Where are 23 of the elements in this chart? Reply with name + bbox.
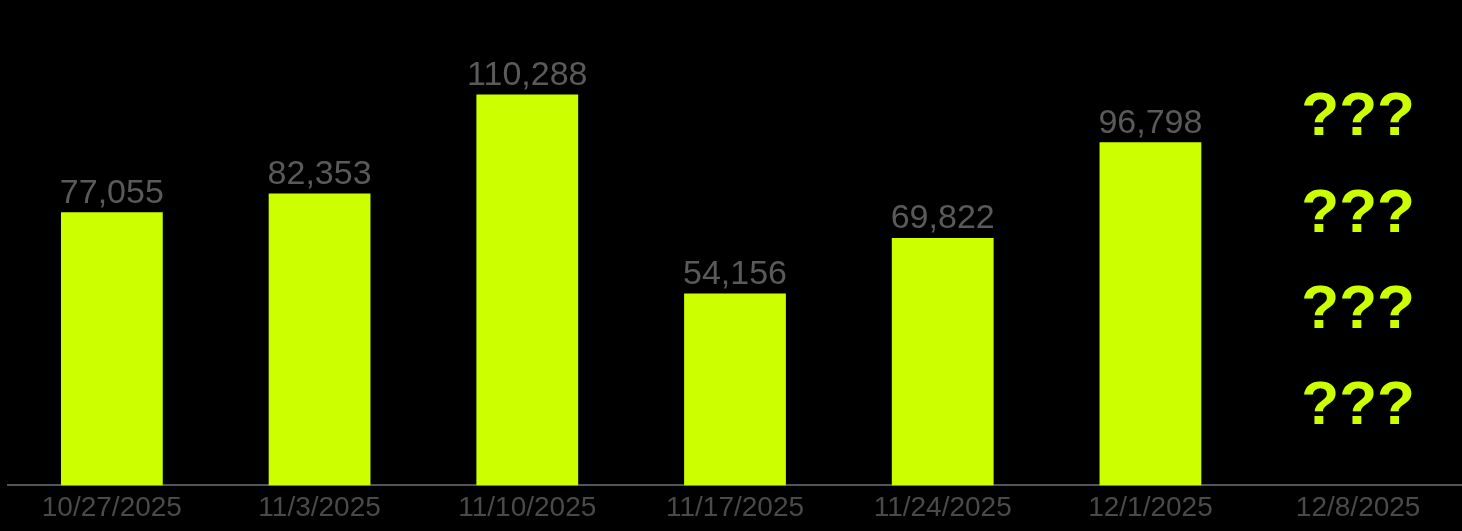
bar [476, 94, 579, 486]
annotation: ??? [1301, 175, 1415, 245]
annotation: ??? [1301, 79, 1415, 149]
x-tick-label: 11/24/2025 [873, 490, 1012, 522]
x-tick-label: 11/17/2025 [665, 490, 805, 522]
annotation: ??? [1301, 368, 1415, 438]
bar [891, 237, 994, 486]
bar [60, 212, 163, 486]
bar [268, 193, 371, 486]
data-label: 96,798 [1098, 101, 1203, 140]
data-label: 77,055 [59, 171, 164, 210]
data-label: 82,353 [267, 152, 372, 191]
x-tick-label: 10/27/2025 [41, 490, 182, 522]
bar [1099, 142, 1202, 486]
x-tick-label: 12/8/2025 [1295, 490, 1421, 522]
annotation: ??? [1301, 271, 1415, 341]
data-label: 69,822 [890, 197, 995, 236]
x-tick-label: 11/10/2025 [458, 490, 597, 522]
x-tick-label: 12/1/2025 [1088, 490, 1213, 522]
data-label: 110,288 [467, 53, 588, 92]
x-tick-label: 11/3/2025 [258, 490, 381, 522]
data-label: 54,156 [683, 252, 787, 291]
bar [684, 293, 786, 486]
